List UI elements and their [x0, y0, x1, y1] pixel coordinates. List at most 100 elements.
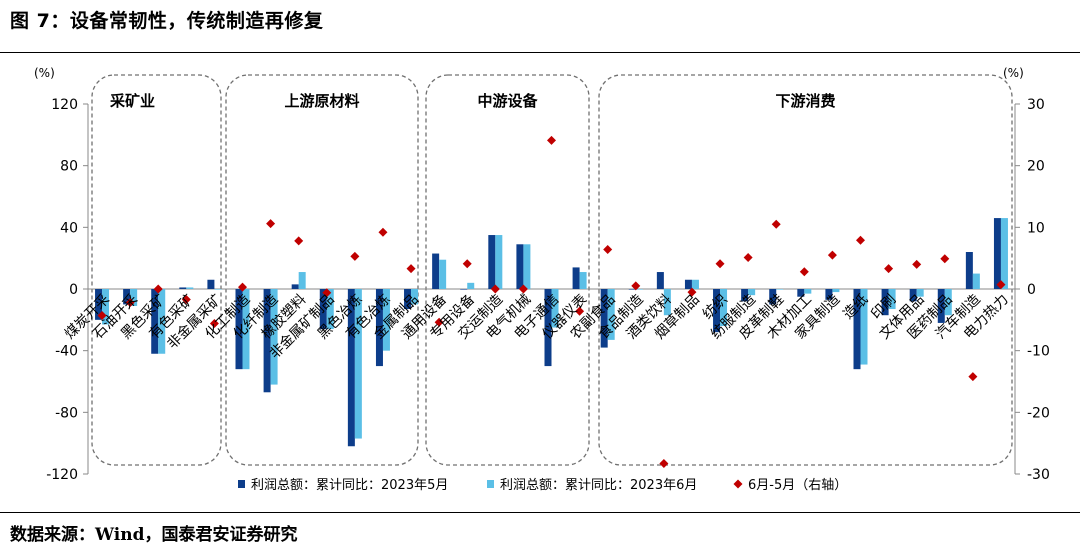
diamond-diff: [968, 372, 978, 382]
figure-title: 图 7：设备常韧性，传统制造再修复: [10, 10, 324, 32]
bar-may: [404, 289, 412, 310]
bar-june: [635, 289, 643, 290]
group-box: [91, 74, 222, 466]
diamond-diff: [659, 459, 669, 469]
diamond-diff: [462, 259, 472, 269]
diamond-diff: [406, 264, 416, 274]
group-label: 上游原材料: [284, 92, 359, 110]
legend-diff-marker: [733, 479, 743, 489]
bar-may: [881, 289, 889, 316]
group-label: 下游消费: [775, 92, 835, 110]
left-tick-label: -80: [55, 405, 78, 421]
diamond-diff: [378, 227, 388, 237]
bar-june: [242, 289, 250, 370]
group-label: 中游设备: [477, 92, 538, 110]
bar-june: [354, 289, 362, 439]
bar-may: [937, 289, 945, 323]
legend-may-marker: [238, 480, 245, 488]
top-rule: [0, 52, 1080, 53]
bar-may: [993, 218, 1001, 289]
bar-may: [825, 289, 833, 300]
left-tick-label: 40: [60, 220, 78, 236]
bar-may: [460, 289, 468, 290]
bar-june: [776, 289, 784, 290]
diamond-diff: [266, 219, 276, 229]
legend-diff-label: 6月-5月（右轴）: [748, 478, 847, 493]
diamond-diff: [856, 235, 865, 245]
diamond-diff: [603, 245, 613, 255]
bar-may: [319, 289, 327, 330]
bar-may: [488, 235, 496, 289]
bar-june: [832, 289, 840, 293]
bar-may: [965, 252, 973, 289]
bar-may: [628, 289, 636, 290]
bar-june: [411, 289, 419, 305]
bar-june: [467, 282, 475, 289]
diamond-diff: [153, 284, 163, 294]
group-label: 采矿业: [109, 92, 155, 110]
bar-june: [270, 289, 278, 385]
diamond-diff: [631, 281, 641, 291]
diamond-diff: [996, 280, 1006, 290]
left-tick-label: 120: [51, 97, 78, 113]
diamond-diff: [575, 306, 585, 316]
bar-june: [860, 289, 868, 365]
bar-june: [551, 289, 559, 328]
bar-may: [347, 289, 355, 447]
bar-june: [607, 289, 615, 340]
diamond-diff: [518, 284, 528, 294]
bar-june: [691, 279, 699, 289]
diamond-diff: [434, 317, 444, 327]
diamond-diff: [350, 251, 360, 261]
legend-june-marker: [487, 480, 494, 488]
bar-june: [102, 289, 110, 325]
bar-may: [713, 289, 721, 333]
bar-june: [439, 259, 447, 289]
group-box: [225, 74, 419, 466]
bar-may: [909, 289, 917, 302]
right-tick-label: 10: [1027, 220, 1045, 236]
bar-june: [748, 289, 756, 296]
diamond-diff: [799, 267, 809, 277]
legend-may-label: 利润总额：累计同比：2023年5月: [251, 478, 448, 493]
bar-may: [235, 289, 243, 370]
right-tick-label: -10: [1027, 344, 1050, 360]
diamond-diff: [547, 135, 556, 145]
diamond-diff: [97, 311, 107, 321]
right-tick-label: -30: [1027, 467, 1050, 483]
bar-may: [432, 253, 440, 289]
left-tick-label: 80: [60, 159, 78, 175]
bar-june: [130, 289, 138, 306]
bar-may: [516, 244, 524, 289]
bar-june: [382, 289, 390, 351]
bar-may: [741, 289, 749, 302]
bar-may: [656, 272, 664, 289]
bar-may: [291, 284, 299, 289]
left-tick-label: 0: [69, 282, 78, 298]
right-tick-label: 30: [1027, 97, 1045, 113]
bar-june: [158, 289, 166, 354]
bar-june: [888, 289, 896, 310]
diamond-diff: [884, 264, 894, 274]
bar-june: [1000, 218, 1008, 289]
group-box: [425, 74, 590, 466]
left-tick-label: -120: [46, 467, 78, 483]
bar-june: [916, 289, 924, 297]
source-note: 数据来源：Wind，国泰君安证券研究: [10, 525, 298, 545]
bar-may: [684, 279, 692, 289]
left-tick-label: -40: [55, 344, 78, 360]
bar-june: [495, 235, 503, 289]
bar-june: [720, 289, 728, 326]
bar-june: [298, 272, 306, 289]
legend-june-label: 利润总额：累计同比：2023年6月: [500, 478, 697, 493]
diamond-diff: [771, 219, 781, 229]
bar-may: [263, 289, 271, 393]
profit-growth-chart: 采矿业 上游原材料 中游设备 下游消费 120 80 40 0 -40 -80 -120 30 20 1…: [34, 66, 1050, 493]
bar-may: [853, 289, 861, 370]
right-unit-label: (%): [1003, 66, 1024, 80]
bottom-rule: [0, 512, 1080, 513]
left-unit-label: (%): [34, 66, 55, 80]
bar-june: [523, 244, 531, 289]
diamond-diff: [181, 294, 191, 304]
bar-may: [123, 289, 131, 305]
